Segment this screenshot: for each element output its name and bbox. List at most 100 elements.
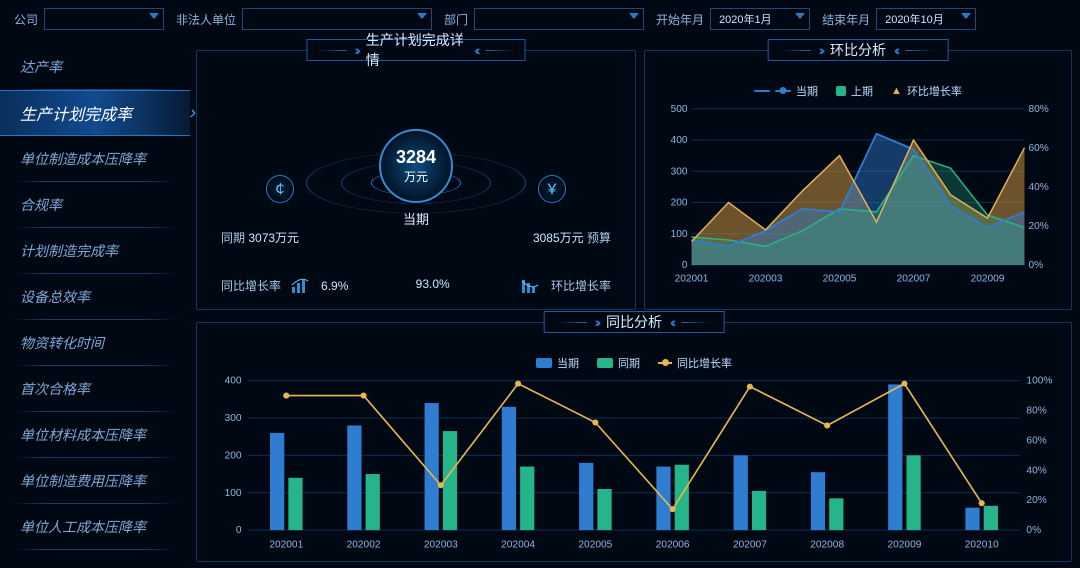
filter-start: 开始年月 2020年1月 — [656, 8, 810, 30]
svg-text:202007: 202007 — [897, 273, 931, 284]
svg-text:20%: 20% — [1026, 495, 1046, 506]
huanbi-chart: .lg-sw.line.c1::after{background:#2f7dd0… — [655, 83, 1061, 299]
filter-bar: 公司 非法人单位 部门 开始年月 2020年1月 结束年月 2020年10月 — [0, 0, 1080, 36]
start-value: 2020年1月 — [719, 11, 772, 27]
svg-text:0%: 0% — [1026, 525, 1041, 536]
svg-text:20%: 20% — [1029, 221, 1049, 232]
panel-huanbi-title: ›› 环比分析 ‹‹ — [768, 39, 949, 61]
svg-text:400: 400 — [225, 376, 242, 387]
svg-text:202006: 202006 — [656, 539, 690, 550]
sidebar-item-2[interactable]: 单位制造成本压降率 — [0, 136, 190, 182]
chevron-down-icon — [149, 13, 159, 19]
filter-org: 非法人单位 — [176, 8, 432, 30]
chevron-down-icon — [629, 13, 639, 19]
sidebar-item-7[interactable]: 首次合格率 — [0, 366, 190, 412]
svg-text:200: 200 — [225, 450, 242, 461]
panel-detail: ›› 生产计划完成详情 ‹‹ 3284 万元 当期 ￠ ￥ 同期 3073万元 … — [196, 50, 636, 310]
satellite-left-icon: ￠ — [266, 175, 294, 203]
sidebar-item-1[interactable]: 生产计划完成率› — [0, 90, 190, 136]
satellite-right-icon: ￥ — [538, 175, 566, 203]
sidebar-item-8[interactable]: 单位材料成本压降率 — [0, 412, 190, 458]
svg-text:300: 300 — [225, 413, 242, 424]
svg-text:202009: 202009 — [971, 273, 1005, 284]
svg-text:200: 200 — [671, 198, 688, 209]
svg-text:400: 400 — [671, 135, 688, 146]
bars-up-icon — [291, 278, 311, 294]
sidebar-item-9[interactable]: 单位制造费用压降率 — [0, 458, 190, 504]
detail-row-2: 同比增长率 6.9% 93.0% 环比增长率 — [221, 277, 611, 294]
start-select[interactable]: 2020年1月 — [710, 8, 810, 30]
end-value: 2020年10月 — [885, 11, 944, 27]
company-label: 公司 — [14, 11, 38, 28]
svg-text:202001: 202001 — [269, 539, 303, 550]
svg-text:202003: 202003 — [424, 539, 458, 550]
chevron-down-icon — [795, 13, 805, 19]
chevron-down-icon — [417, 13, 427, 19]
tongbi-legend: 当期 同期 同比增长率 — [207, 355, 1061, 371]
panel-detail-title: ›› 生产计划完成详情 ‹‹ — [307, 39, 526, 61]
filter-end: 结束年月 2020年10月 — [822, 8, 976, 30]
chevron-right-icon: ›› — [819, 40, 822, 60]
svg-text:40%: 40% — [1029, 182, 1049, 193]
main-area: ›› 生产计划完成详情 ‹‹ 3284 万元 当期 ￠ ￥ 同期 3073万元 … — [196, 40, 1072, 562]
org-label: 非法人单位 — [176, 11, 236, 28]
sidebar: 达产率生产计划完成率›单位制造成本压降率合规率计划制造完成率设备总效率物资转化时… — [0, 38, 190, 568]
sidebar-item-0[interactable]: 达产率 — [0, 44, 190, 90]
dept-select[interactable] — [474, 8, 644, 30]
svg-text:202008: 202008 — [810, 539, 844, 550]
chevron-right-icon: ›› — [354, 40, 357, 60]
svg-text:40%: 40% — [1026, 465, 1046, 476]
bars-down-icon — [521, 278, 541, 294]
svg-text:60%: 60% — [1026, 435, 1046, 446]
svg-text:0: 0 — [236, 525, 242, 536]
core-label: 当期 — [403, 209, 429, 228]
sidebar-item-4[interactable]: 计划制造完成率 — [0, 228, 190, 274]
chevron-right-icon: ›› — [595, 312, 598, 332]
svg-text:202007: 202007 — [733, 539, 767, 550]
start-label: 开始年月 — [656, 11, 704, 28]
sidebar-item-6[interactable]: 物资转化时间 — [0, 320, 190, 366]
svg-text:100: 100 — [225, 488, 242, 499]
panel-tongbi-title: ›› 同比分析 ‹‹ — [544, 311, 725, 333]
svg-text:202001: 202001 — [675, 273, 709, 284]
org-select[interactable] — [242, 8, 432, 30]
svg-text:500: 500 — [671, 104, 688, 115]
detail-row-1: 同期 3073万元 3085万元 预算 — [221, 229, 611, 246]
svg-text:202003: 202003 — [749, 273, 783, 284]
svg-text:300: 300 — [671, 166, 688, 177]
end-select[interactable]: 2020年10月 — [876, 8, 976, 30]
svg-text:202005: 202005 — [578, 539, 612, 550]
tongbi-chart: 当期 同期 同比增长率 0 100 200 300 400 0% 20% 40% 60% 80% 1… — [207, 355, 1061, 551]
svg-text:0%: 0% — [1029, 260, 1044, 271]
huanbi-legend: .lg-sw.line.c1::after{background:#2f7dd0… — [655, 83, 1061, 99]
core-value: 3284 万元 — [379, 129, 453, 203]
filter-dept: 部门 — [444, 8, 644, 30]
svg-text:80%: 80% — [1029, 104, 1049, 115]
chevron-left-icon: ‹‹ — [670, 312, 673, 332]
svg-text:202004: 202004 — [501, 539, 535, 550]
svg-text:60%: 60% — [1029, 143, 1049, 154]
svg-text:100%: 100% — [1026, 376, 1052, 387]
filter-company: 公司 — [14, 8, 164, 30]
svg-text:202005: 202005 — [823, 273, 857, 284]
dept-label: 部门 — [444, 11, 468, 28]
orbit-visual: 3284 万元 当期 ￠ ￥ — [276, 99, 556, 239]
huanbi-svg: 0 100 200 300 400 500 0% 20% 40% 60% 80% 202001 2020… — [655, 99, 1061, 289]
chevron-left-icon: ‹‹ — [474, 40, 477, 60]
sidebar-item-5[interactable]: 设备总效率 — [0, 274, 190, 320]
svg-text:202009: 202009 — [887, 539, 921, 550]
svg-text:0: 0 — [682, 260, 688, 271]
end-label: 结束年月 — [822, 11, 870, 28]
chevron-down-icon — [961, 13, 971, 19]
svg-text:202010: 202010 — [965, 539, 999, 550]
panel-huanbi: ›› 环比分析 ‹‹ .lg-sw.line.c1::after{backgro… — [644, 50, 1072, 310]
svg-text:202002: 202002 — [347, 539, 381, 550]
svg-text:100: 100 — [671, 229, 688, 240]
panel-tongbi: ›› 同比分析 ‹‹ 当期 同期 同比增长率 01002003004000%20… — [196, 322, 1072, 562]
sidebar-item-10[interactable]: 单位人工成本压降率 — [0, 504, 190, 550]
tongbi-svg: 0 100 200 300 400 0% 20% 40% 60% 80% 100% 202001 202… — [207, 371, 1061, 556]
svg-text:80%: 80% — [1026, 406, 1046, 417]
company-select[interactable] — [44, 8, 164, 30]
chevron-left-icon: ‹‹ — [894, 40, 897, 60]
sidebar-item-3[interactable]: 合规率 — [0, 182, 190, 228]
